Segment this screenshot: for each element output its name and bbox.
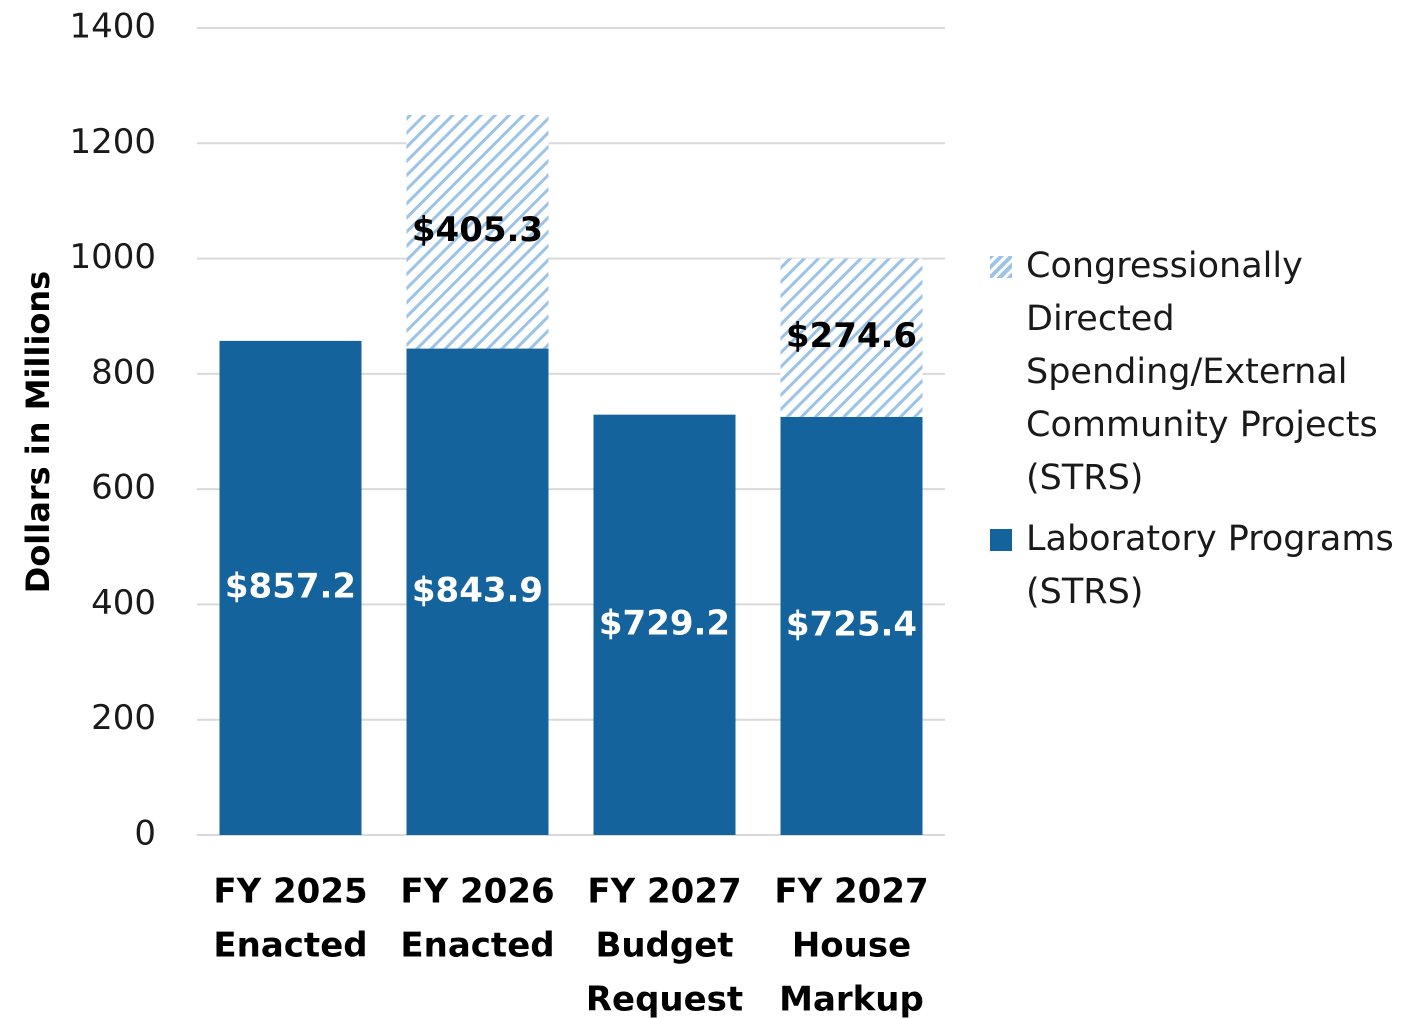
x-tick-label: Enacted (400, 926, 554, 966)
x-tick-label: Request (586, 980, 743, 1019)
data-label: $843.9 (412, 570, 543, 610)
bar-segment (406, 114, 549, 349)
x-tick-label: FY 2027 (587, 872, 741, 912)
x-tick-label: FY 2025 (213, 872, 367, 912)
x-tick-label: House (792, 926, 911, 966)
legend-label: Laboratory Programs (STRS) (1026, 519, 1394, 612)
y-tick-label: 1000 (69, 237, 156, 277)
bar-segment (780, 258, 923, 417)
x-tick-label: FY 2027 (774, 872, 928, 912)
x-tick-label: Enacted (213, 926, 367, 966)
y-axis-label: Dollars in Millions (19, 271, 57, 593)
y-tick-label: 600 (91, 468, 156, 508)
y-tick-label: 200 (91, 698, 156, 738)
legend-item: Congressionally Directed Spending/Extern… (990, 240, 1410, 505)
x-tick-label: FY 2026 (400, 872, 554, 912)
legend: Congressionally Directed Spending/Extern… (990, 240, 1410, 627)
data-label: $274.6 (786, 316, 917, 356)
x-tick-label: Budget (595, 926, 733, 966)
data-label: $405.3 (412, 210, 543, 250)
bar-segment (593, 414, 736, 835)
data-label: $857.2 (225, 566, 356, 606)
y-tick-label: 1400 (69, 7, 156, 47)
y-tick-label: 400 (91, 583, 156, 623)
data-label: $729.2 (599, 603, 730, 643)
x-tick-label: Markup (779, 980, 924, 1019)
y-tick-label: 0 (134, 814, 156, 854)
y-tick-label: 1200 (69, 122, 156, 162)
bar-segment (406, 348, 549, 835)
bar-segment (780, 416, 923, 835)
legend-swatch (990, 256, 1012, 278)
legend-swatch (990, 529, 1012, 551)
data-label: $725.4 (786, 604, 917, 644)
legend-item: Laboratory Programs (STRS) (990, 513, 1410, 619)
bar-segment (219, 340, 362, 835)
legend-label: Congressionally Directed Spending/Extern… (1026, 246, 1378, 498)
y-tick-label: 800 (91, 352, 156, 392)
